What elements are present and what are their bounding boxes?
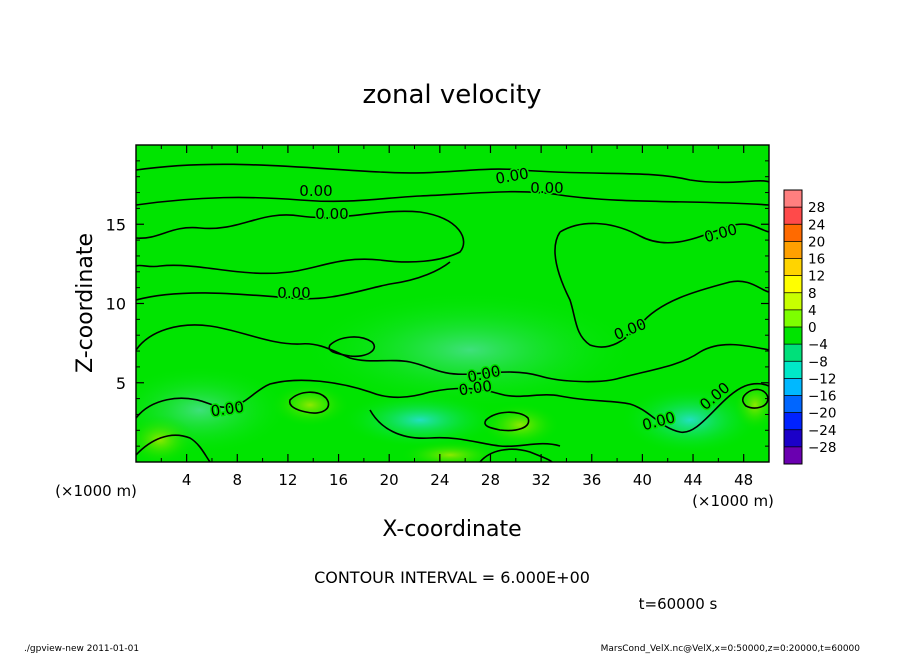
contour-line: [741, 388, 769, 409]
contour-line: [479, 448, 553, 462]
colorbar-swatch: [784, 207, 802, 225]
colorbar-label: 24: [808, 217, 825, 233]
x-tick-label: 48: [734, 471, 753, 489]
field-region: [340, 392, 500, 448]
contour-line: [136, 190, 769, 206]
colorbar-label: −8: [808, 354, 828, 370]
colorbar-swatch: [784, 309, 802, 328]
x-tick-label: 16: [329, 471, 348, 489]
field-region: [270, 383, 350, 427]
x-tick-label: 44: [683, 471, 702, 489]
x-tick-label: 40: [633, 471, 652, 489]
x-tick-label: 4: [182, 471, 192, 489]
colorbar-label: −16: [808, 389, 837, 405]
x-tick-label: 8: [233, 471, 243, 489]
contour-label: 0.00: [277, 284, 310, 302]
contour-line: [328, 336, 375, 358]
field-region: [400, 441, 500, 462]
contour-line: [136, 261, 451, 301]
colorbar-swatch: [784, 327, 802, 345]
colorbar-swatch: [784, 446, 802, 465]
colorbar-label: −24: [808, 423, 837, 439]
contour-line: [136, 379, 769, 433]
x-tick-label: 20: [380, 471, 399, 489]
contour-line: [136, 434, 211, 462]
colorbar-swatch: [784, 412, 802, 431]
colorbar-swatch: [784, 292, 802, 311]
time-label: t=60000 s: [639, 595, 718, 613]
contour-line: [288, 391, 330, 414]
y-axis-label: Z-coordinate: [73, 233, 98, 373]
colorbar-label: −28: [808, 440, 837, 456]
contour-line: [136, 210, 465, 275]
contour-line: [554, 231, 769, 348]
contour-label: 0.00: [299, 182, 332, 200]
colorbar-swatch: [784, 344, 802, 362]
field-region: [620, 385, 760, 455]
x-tick-label: 36: [582, 471, 601, 489]
plot-area: [136, 145, 769, 462]
contour-line: [559, 222, 769, 244]
colorbar-label: −20: [808, 406, 837, 422]
contour-label: 0.00: [530, 179, 563, 197]
x-tick-label: 12: [278, 471, 297, 489]
y-tick-label: 15: [106, 215, 126, 234]
colorbar-swatch: [784, 258, 802, 277]
colorbar-label: 12: [808, 269, 825, 285]
contour-line: [136, 163, 769, 184]
x-unit-left: (×1000 m): [55, 482, 137, 500]
footer-right: MarsCond_VelX.nc@VelX,x=0:50000,z=0:2000…: [601, 644, 861, 654]
field-region: [480, 403, 560, 447]
chart-title: zonal velocity: [362, 80, 541, 110]
contour-line: [369, 409, 561, 448]
colorbar-label: 0: [808, 320, 817, 336]
colorbar-swatch: [784, 241, 802, 259]
x-tick-label: 24: [430, 471, 449, 489]
y-tick-label: 5: [116, 374, 126, 393]
colorbar-swatch: [784, 224, 802, 242]
colorbar-label: 4: [808, 303, 817, 319]
contour-line: [484, 411, 530, 432]
contour-interval: CONTOUR INTERVAL = 6.000E+00: [314, 568, 590, 587]
colorbar-label: 8: [808, 286, 817, 302]
x-unit-right: (×1000 m): [692, 492, 774, 510]
colorbar-swatch: [784, 275, 802, 294]
x-axis-label: X-coordinate: [382, 517, 521, 542]
y-tick-label: 10: [106, 295, 126, 314]
colorbar-swatch: [784, 395, 802, 414]
contour-label: 0.00: [315, 205, 348, 223]
colorbar-swatch: [784, 429, 802, 448]
contour-line: [136, 324, 769, 383]
footer-left: ./gpview-new 2011-01-01: [24, 644, 139, 654]
colorbar-swatch: [784, 361, 802, 379]
colorbar-swatch: [784, 378, 802, 396]
colorbar-label: 16: [808, 252, 825, 268]
field-region: [136, 415, 195, 462]
x-tick-label: 28: [481, 471, 500, 489]
colorbar-label: 20: [808, 234, 825, 250]
colorbar-label: −12: [808, 371, 837, 387]
colorbar-swatch: [784, 190, 802, 208]
x-tick-label: 32: [532, 471, 551, 489]
colorbar-label: 28: [808, 200, 825, 216]
field-region: [733, 379, 769, 431]
colorbar-label: −4: [808, 337, 828, 353]
